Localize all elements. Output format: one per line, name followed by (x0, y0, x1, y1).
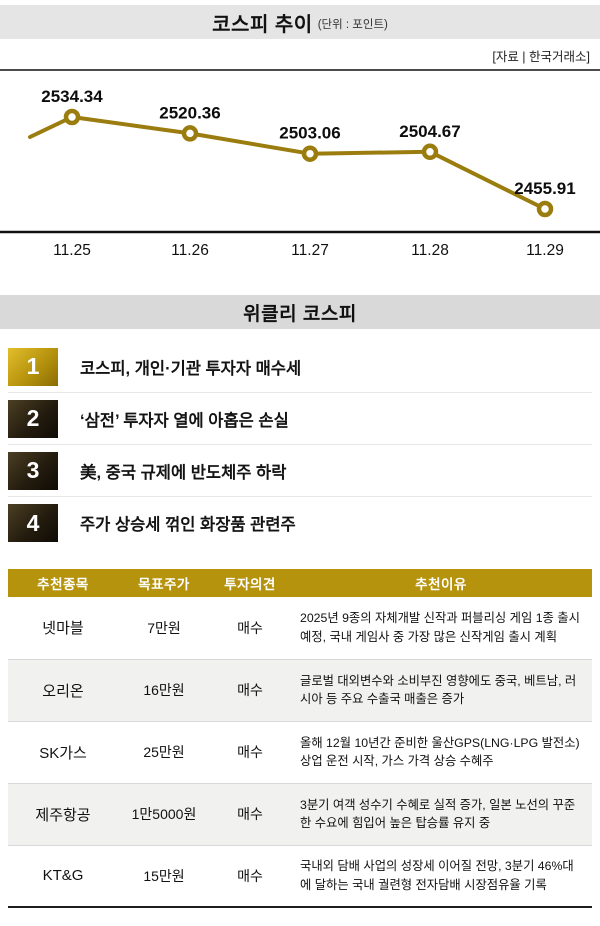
stock-name-cell: SK가스 (8, 720, 118, 783)
recommendation-table-body: 넷마블 7만원 매수 2025년 9종의 자체개발 신작과 퍼블리싱 게임 1종 출시… (8, 597, 592, 907)
target-price-cell: 7만원 (147, 619, 181, 636)
x-axis-tick-label: 11.29 (526, 242, 564, 259)
stock-name-cell: KT&G (8, 844, 118, 907)
recommendation-row: SK가스 25만원 매수 올해 12월 10년간 준비한 울산GPS(LNG·LPG … (8, 720, 592, 783)
recommendation-table-head: 추천종목 목표주가 투자의견 추천이유 (8, 569, 592, 597)
col-header-target-price: 목표주가 (118, 569, 210, 597)
weekly-item-text: 美, 중국 규제에 반도체주 하락 (80, 463, 287, 482)
rank-badge: 3 (8, 451, 58, 490)
stock-name-cell: 제주항공 (8, 782, 118, 845)
data-point-marker (181, 125, 199, 142)
opinion-cell: 매수 (210, 782, 290, 845)
opinion-cell: 매수 (210, 720, 290, 783)
weekly-section-title: 위클리 코스피 (0, 295, 600, 329)
weekly-item-text: 코스피, 개인·기관 투자자 매수세 (80, 359, 302, 378)
opinion-cell: 매수 (210, 658, 290, 721)
page-title: 코스피 추이 (212, 13, 313, 36)
reason-cell: 2025년 9종의 자체개발 신작과 퍼블리싱 게임 1종 출시 예정, 국내 … (300, 611, 580, 644)
col-header-stock: 추천종목 (8, 569, 118, 597)
x-axis-tick-label: 11.25 (53, 242, 91, 259)
weekly-item-text: ‘삼전’ 투자자 열에 아홉은 손실 (80, 411, 289, 430)
recommendation-row: 오리온 16만원 매수 글로벌 대외변수와 소비부진 영향에도 중국, 베트남, 러시… (8, 658, 592, 721)
recommendation-row: KT&G 15만원 매수 국내외 담배 사업의 성장세 이어질 전망, 3분기 46%… (8, 844, 592, 907)
data-point-marker (421, 143, 439, 161)
weekly-item-1: 1 코스피, 개인·기관 투자자 매수세 (8, 341, 592, 393)
stock-name-cell: 넷마블 (42, 620, 84, 638)
data-point-marker (536, 200, 554, 218)
reason-cell: 글로벌 대외변수와 소비부진 영향에도 중국, 베트남, 러시아 등 주요 수출… (290, 658, 592, 721)
target-price-cell: 1만5000원 (118, 782, 210, 845)
recommendation-header-row: 추천종목 목표주가 투자의견 추천이유 (8, 569, 592, 597)
data-point-value-label: 2520.36 (159, 103, 220, 122)
weekly-item-3: 3 美, 중국 규제에 반도체주 하락 (8, 445, 592, 497)
data-point-value-label: 2504.67 (399, 122, 460, 141)
target-price-cell: 25만원 (118, 720, 210, 783)
data-point-value-label: 2455.91 (514, 179, 575, 198)
data-point-value-label: 2503.06 (279, 124, 340, 143)
opinion-cell: 매수 (210, 844, 290, 907)
col-header-reason: 추천이유 (290, 569, 592, 597)
col-header-opinion: 투자의견 (210, 569, 290, 597)
rank-badge: 2 (8, 399, 58, 438)
reason-cell: 3분기 여객 성수기 수혜로 실적 증가, 일본 노선의 꾸준한 수요에 힘입어… (290, 782, 592, 845)
opinion-cell: 매수 (237, 619, 263, 636)
source-label: [자료 | 한국거래소] (492, 50, 590, 64)
weekly-item-text: 주가 상승세 꺾인 화장품 관련주 (80, 516, 296, 534)
rank-badge: 1 (8, 347, 58, 386)
weekly-item-2: 2 ‘삼전’ 투자자 열에 아홉은 손실 (8, 393, 592, 445)
recommendation-row: 제주항공 1만5000원 매수 3분기 여객 성수기 수혜로 실적 증가, 일본 노선… (8, 782, 592, 845)
x-axis-tick-label: 11.26 (171, 242, 209, 259)
data-point-marker (63, 108, 81, 126)
stock-name-cell: 오리온 (8, 658, 118, 721)
page-title-bar: 코스피 추이 (단위 : 포인트) (0, 5, 600, 39)
kospi-line-chart-svg: 2534.34 11.25 2520.36 11.26 2503.06 11.27 2504… (0, 69, 600, 259)
reason-cell: 올해 12월 10년간 준비한 울산GPS(LNG·LPG 발전소) 상업 운전… (290, 720, 592, 783)
x-axis-tick-label: 11.27 (291, 242, 329, 259)
recommendation-row: 넷마블 7만원 매수 2025년 9종의 자체개발 신작과 퍼블리싱 게임 1종 출시… (8, 597, 592, 659)
kospi-line-chart: 2534.34 11.25 2520.36 11.26 2503.06 11.27 2504… (0, 69, 600, 261)
reason-cell: 국내외 담배 사업의 성장세 이어질 전망, 3분기 46%대에 달하는 국내 … (290, 844, 592, 907)
rank-badge: 4 (8, 504, 58, 542)
weekly-item-4: 4 주가 상승세 꺾인 화장품 관련주 (8, 497, 592, 549)
weekly-news-list: 1 코스피, 개인·기관 투자자 매수세 2 ‘삼전’ 투자자 열에 아홉은 손실 3 美… (0, 329, 600, 549)
kospi-weekly-infographic: 코스피 추이 (단위 : 포인트) [자료 | 한국거래소] 2534.34 11… (0, 5, 600, 926)
recommendation-table: 추천종목 목표주가 투자의견 추천이유 넷마블 7만원 매수 2025년 9종의 자체… (8, 569, 592, 908)
data-point-marker (301, 145, 319, 162)
x-axis-tick-label: 11.28 (411, 242, 449, 259)
target-price-cell: 15만원 (118, 844, 210, 907)
target-price-cell: 16만원 (118, 658, 210, 721)
chart-unit-label: (단위 : 포인트) (317, 19, 388, 31)
data-point-value-label: 2534.34 (41, 87, 103, 106)
